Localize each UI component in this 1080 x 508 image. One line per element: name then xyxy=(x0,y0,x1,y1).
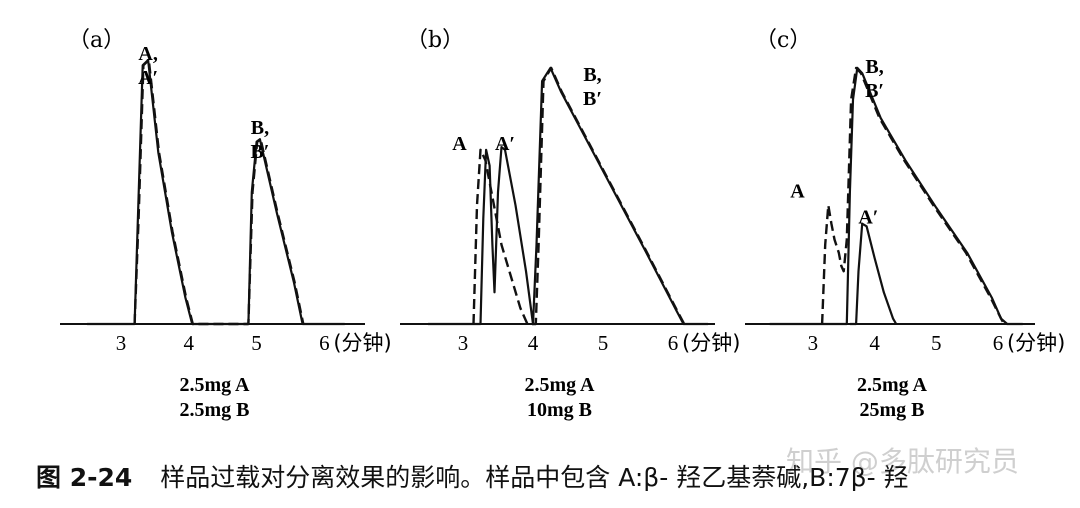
trace-b-solid-1 xyxy=(428,66,708,326)
trace-b-dashed-2 xyxy=(472,66,686,326)
peak-label-c-1: A xyxy=(790,180,805,202)
peak-label-b-3: B, B′ xyxy=(583,64,602,110)
caption-figure-number: 图 2-24 xyxy=(36,463,133,492)
sample-label-a-2: 2.5mg B xyxy=(180,399,250,421)
x-tick-label-b-3: 3 xyxy=(458,331,469,355)
panel-a: （a） 3 4 5 6 (分钟) A, A′ B, B′ 2.5mg A 2.5mg B xyxy=(60,28,392,421)
x-unit-label-c: (分钟) xyxy=(1007,331,1065,355)
trace-c-solid-2 xyxy=(849,222,898,326)
peak-label-c-2: A′ xyxy=(858,207,878,229)
figure-caption: 图 2-24 样品过载对分离效果的影响。样品中包含 A:β- 羟乙基萘碱,B:7β… xyxy=(36,458,909,494)
x-tick-label-a-5: 5 xyxy=(251,331,262,355)
caption-text: 样品过载对分离效果的影响。样品中包含 A:β- 羟乙基萘碱,B:7β- 羟 xyxy=(160,463,909,492)
x-tick-label-a-4: 4 xyxy=(184,331,195,355)
x-tick-label-c-6: 6 xyxy=(993,331,1004,355)
peak-label-b-1: A xyxy=(452,133,467,155)
peak-label-a-2: B, B′ xyxy=(250,117,269,163)
trace-c-solid-1 xyxy=(769,66,1023,326)
trace-a-solid-1 xyxy=(87,58,345,326)
panel-label-b: （b） xyxy=(406,28,464,53)
sample-label-a-1: 2.5mg A xyxy=(180,374,251,396)
panel-label-a: （a） xyxy=(68,28,125,53)
x-unit-label-a: (分钟) xyxy=(333,331,391,355)
sample-label-b-2: 10mg B xyxy=(527,399,592,421)
sample-label-c-2: 25mg B xyxy=(860,399,925,421)
x-tick-label-b-5: 5 xyxy=(598,331,609,355)
peak-label-a-1: A, A′ xyxy=(138,43,158,89)
panel-c: （c） 3 4 5 6 (分钟) A A′ B, B′ 2.5mg A 25mg B xyxy=(745,28,1065,421)
x-tick-label-b-6: 6 xyxy=(668,331,679,355)
x-tick-label-c-3: 3 xyxy=(808,331,819,355)
x-tick-label-c-4: 4 xyxy=(869,331,880,355)
x-tick-label-a-6: 6 xyxy=(319,331,330,355)
x-unit-label-b: (分钟) xyxy=(682,331,740,355)
sample-label-b-1: 2.5mg A xyxy=(525,374,596,396)
trace-c-dashed-3 xyxy=(820,66,1006,325)
x-tick-label-b-4: 4 xyxy=(528,331,539,355)
watermark: 知乎 @多肽研究员 xyxy=(786,445,1019,478)
peak-label-b-2: A′ xyxy=(495,133,515,155)
panel-label-c: （c） xyxy=(755,28,811,53)
x-tick-label-c-5: 5 xyxy=(931,331,942,355)
panel-b: （b） 3 4 5 6 (分钟) A A′ B, B′ 2.5mg A 10mg B xyxy=(400,28,740,421)
peak-label-c-3: B, B′ xyxy=(865,56,884,102)
x-tick-label-a-3: 3 xyxy=(116,331,127,355)
trace-a-dashed-2 xyxy=(133,58,305,326)
sample-label-c-1: 2.5mg A xyxy=(857,374,928,396)
